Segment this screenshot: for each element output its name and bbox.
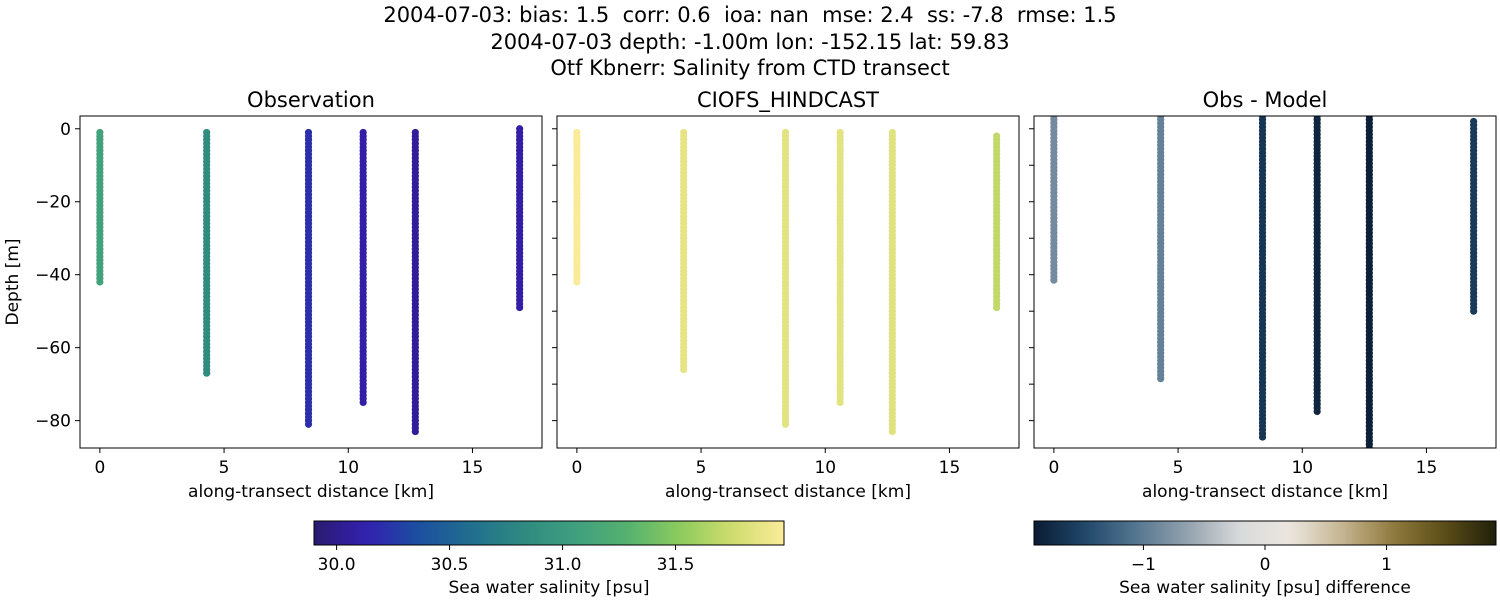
- x-tick-label: 5: [219, 458, 230, 478]
- profile-6: [516, 125, 524, 312]
- panel-title: CIOFS_HINDCAST: [697, 88, 879, 113]
- data-point: [359, 398, 367, 406]
- data-point: [203, 369, 211, 377]
- profile-2: [203, 128, 211, 377]
- axes-frame: [1033, 115, 1497, 449]
- data-point: [1258, 433, 1267, 441]
- data-point: [993, 303, 1001, 312]
- x-axis-label: along-transect distance [km]: [188, 482, 434, 502]
- x-tick-label: 15: [939, 458, 961, 478]
- data-point: [1313, 407, 1321, 416]
- colorbar-tick-label: 30.0: [318, 555, 356, 575]
- data-point: [516, 303, 524, 312]
- profile-3: [304, 128, 313, 428]
- profile-1: [1050, 116, 1058, 284]
- x-tick-label: 10: [1291, 458, 1313, 478]
- colorbar-2: −1 0 1 Sea water salinity [psu] difference: [1033, 520, 1497, 598]
- x-tick-label: 5: [696, 458, 707, 478]
- colorbar-tick-label: 0: [1260, 555, 1271, 575]
- y-tick-label: −80: [35, 412, 71, 432]
- profile-2: [1157, 116, 1165, 383]
- data-point: [573, 278, 581, 286]
- data-point: [96, 278, 104, 286]
- y-tick-label: −20: [35, 193, 71, 213]
- x-axis-label: along-transect distance [km]: [1142, 482, 1388, 502]
- profile-4: [1313, 116, 1321, 416]
- profile-1: [573, 128, 581, 286]
- data-point: [304, 420, 313, 428]
- y-tick-label: −60: [35, 339, 71, 359]
- colorbar-gradient: [1033, 520, 1497, 546]
- x-tick-label: 5: [1173, 458, 1184, 478]
- profile-5: [1365, 116, 1373, 448]
- y-tick-label: 0: [60, 120, 71, 140]
- data-point: [888, 427, 896, 436]
- profile-6: [1470, 117, 1478, 315]
- profile-1: [96, 128, 104, 286]
- axes-frame: [79, 115, 543, 449]
- data-point: [781, 420, 790, 428]
- profile-4: [359, 128, 367, 406]
- figure-title-line-2: 2004-07-03 depth: -1.00m lon: -152.15 la…: [490, 30, 1010, 54]
- panel-3: 0 5 10 15 along-transect distance [km] Obs - …: [1029, 88, 1497, 502]
- profile-5: [411, 128, 419, 436]
- x-tick-label: 15: [462, 458, 484, 478]
- colorbar-tick-label: −1: [1131, 555, 1156, 575]
- markers: [573, 128, 1001, 436]
- x-tick-label: 10: [814, 458, 836, 478]
- colorbar-label: Sea water salinity [psu] difference: [1119, 578, 1411, 598]
- x-tick-label: 0: [571, 458, 582, 478]
- colorbar-label: Sea water salinity [psu]: [449, 578, 650, 598]
- y-axis-label: Depth [m]: [3, 238, 23, 325]
- x-tick-label: 0: [1048, 458, 1059, 478]
- data-point: [1470, 307, 1478, 315]
- panel-title: Observation: [247, 88, 375, 112]
- colorbar-1: 30.0 30.5 31.0 31.5 Sea water salinity [psu]: [313, 520, 785, 598]
- data-point: [1157, 375, 1165, 383]
- profile-3: [781, 128, 790, 428]
- data-point: [836, 398, 844, 406]
- data-point: [1365, 444, 1373, 448]
- panel-1: 0 5 10 15 along-transect distance [km] 0 −20 −4…: [3, 88, 543, 502]
- axes-frame: [556, 115, 1020, 449]
- data-point: [680, 365, 688, 374]
- markers: [1050, 116, 1478, 448]
- x-tick-label: 10: [337, 458, 359, 478]
- profile-6: [993, 132, 1001, 312]
- colorbar-tick-label: 31.5: [657, 555, 695, 575]
- colorbar-tick-label: 30.5: [431, 555, 469, 575]
- markers: [96, 125, 524, 436]
- profile-4: [836, 128, 844, 406]
- x-tick-label: 15: [1416, 458, 1438, 478]
- panel-title: Obs - Model: [1203, 88, 1328, 112]
- data-point: [411, 427, 419, 436]
- data-point: [1050, 276, 1058, 284]
- colorbar-tick-label: 31.0: [544, 555, 582, 575]
- colorbar-gradient: [313, 520, 785, 546]
- panel-2: 0 5 10 15 along-transect distance [km] CIOFS_…: [552, 88, 1020, 502]
- profile-2: [680, 128, 688, 374]
- profile-5: [888, 128, 896, 436]
- x-axis-label: along-transect distance [km]: [665, 482, 911, 502]
- colorbar-tick-label: 1: [1381, 555, 1392, 575]
- figure-title-line-1: 2004-07-03: bias: 1.5 corr: 0.6 ioa: nan…: [383, 3, 1117, 27]
- y-tick-label: −40: [35, 266, 71, 286]
- x-tick-label: 0: [94, 458, 105, 478]
- figure-title-line-3: Otf Kbnerr: Salinity from CTD transect: [550, 56, 950, 80]
- profile-3: [1258, 116, 1267, 441]
